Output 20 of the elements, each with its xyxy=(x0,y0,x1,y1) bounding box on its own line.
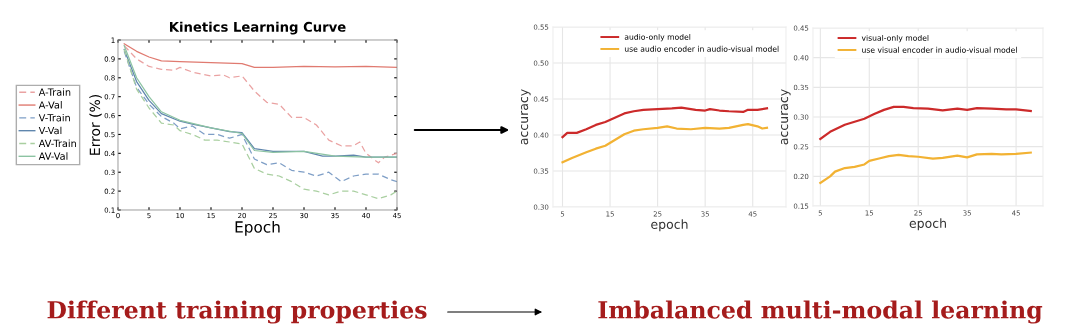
line-series xyxy=(561,123,769,164)
legend-label: AV-Val xyxy=(38,152,68,160)
line-series xyxy=(819,151,1032,184)
legend-label: A-Train xyxy=(38,88,71,96)
x-axis-title: epoch xyxy=(909,218,946,231)
legend-label: V-Val xyxy=(38,126,62,135)
line-series xyxy=(819,105,1032,141)
legend-label: A-Val xyxy=(38,101,62,109)
x-axis-title: epoch xyxy=(651,219,688,232)
y-axis-title: accuracy xyxy=(780,89,791,145)
text: Different training properties xyxy=(47,300,427,324)
y-axis-title: Error (%) xyxy=(89,95,102,155)
line-series xyxy=(123,43,397,69)
legend-label: V-Train xyxy=(38,113,70,122)
text: Imbalanced multi-modal learning xyxy=(598,300,1043,324)
line-series xyxy=(561,106,769,139)
y-axis-title: accuracy xyxy=(520,89,531,145)
x-axis-title: Epoch xyxy=(235,220,280,236)
chart-title: Kinetics Learning Curve xyxy=(170,21,346,35)
legend-label: AV-Train xyxy=(38,139,76,148)
